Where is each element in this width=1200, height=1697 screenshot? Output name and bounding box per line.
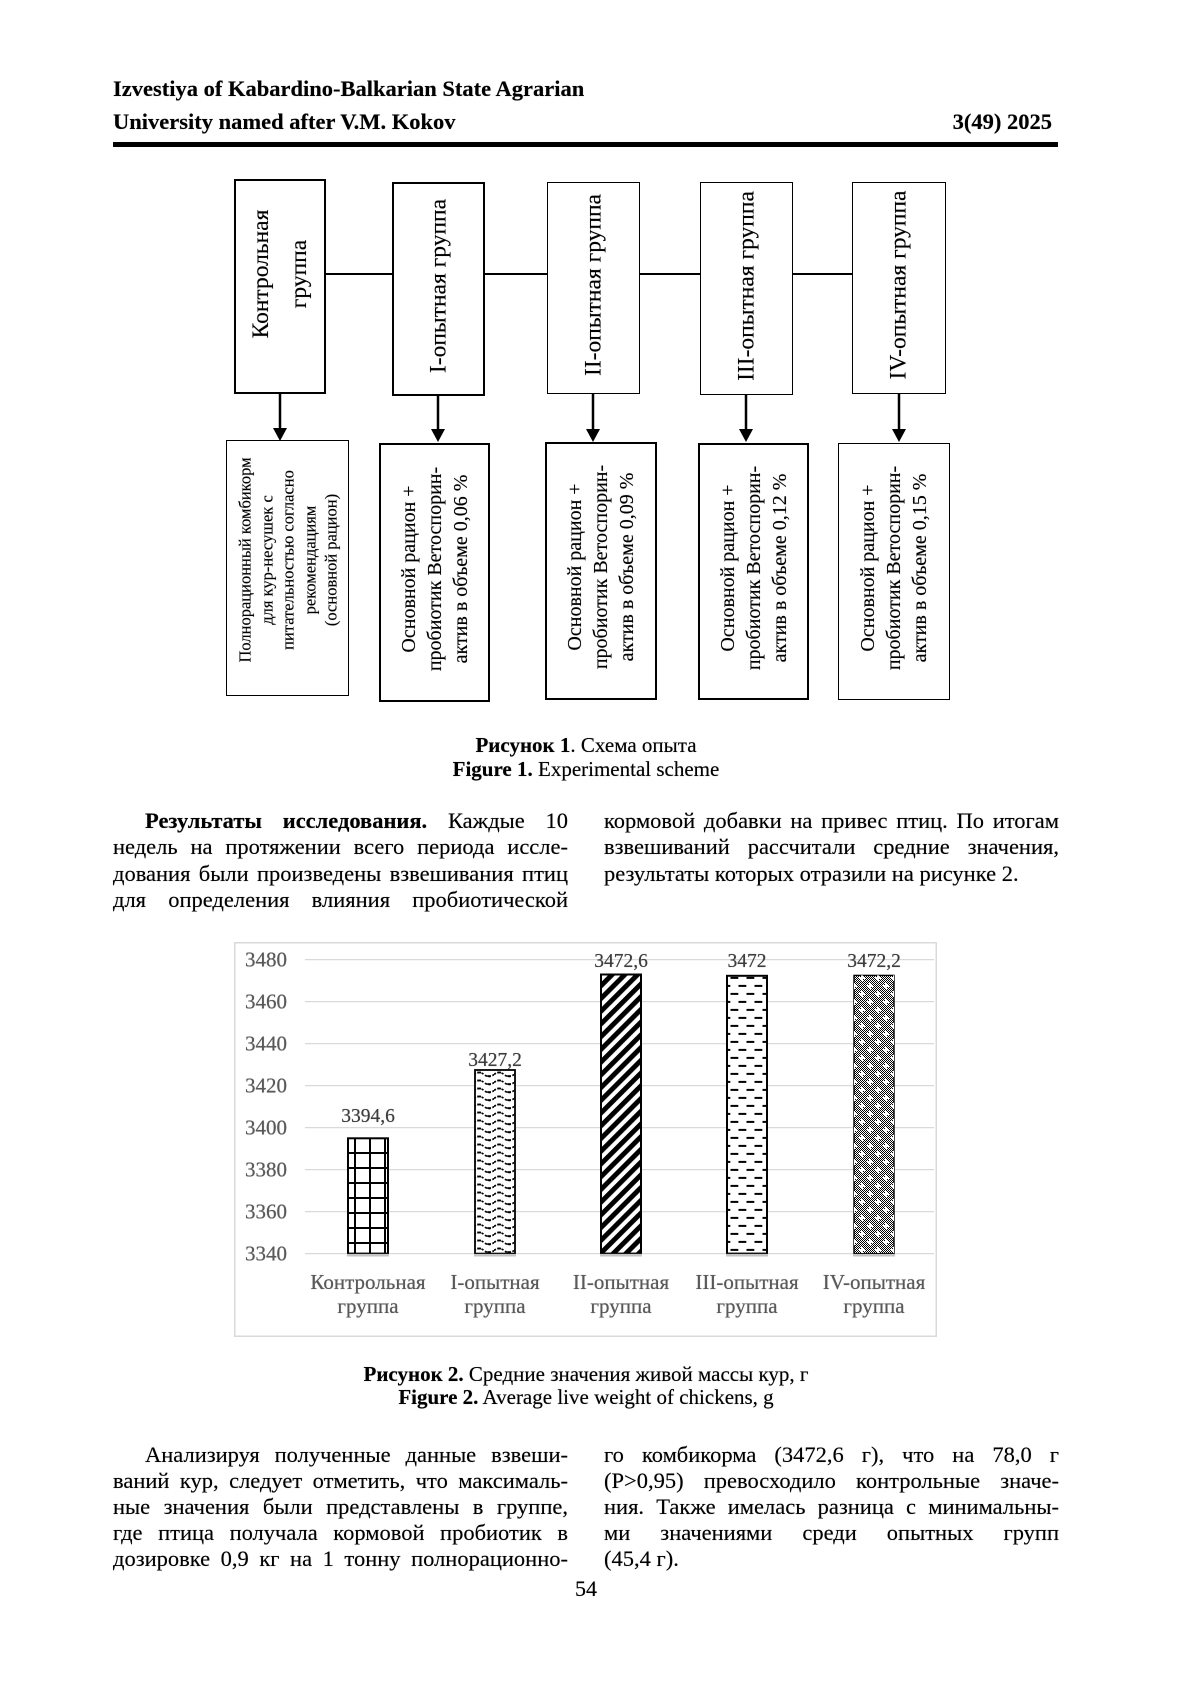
svg-text:3340: 3340 xyxy=(245,1242,287,1266)
svg-text:группа: группа xyxy=(464,1294,526,1318)
svg-text:3420: 3420 xyxy=(245,1074,287,1098)
svg-text:3460: 3460 xyxy=(245,990,287,1014)
svg-text:III-опытная: III-опытная xyxy=(695,1270,799,1294)
svg-text:3394,6: 3394,6 xyxy=(341,1106,395,1127)
svg-text:3427,2: 3427,2 xyxy=(468,1050,522,1071)
svg-text:3472,6: 3472,6 xyxy=(594,951,648,972)
svg-text:3480: 3480 xyxy=(245,948,287,972)
svg-text:II-опытная: II-опытная xyxy=(573,1270,670,1294)
svg-text:группа: группа xyxy=(843,1294,905,1318)
svg-text:3360: 3360 xyxy=(245,1200,287,1224)
svg-text:группа: группа xyxy=(337,1294,399,1318)
svg-text:группа: группа xyxy=(590,1294,652,1318)
svg-text:Контрольная: Контрольная xyxy=(310,1270,425,1294)
svg-text:3472: 3472 xyxy=(728,951,767,972)
svg-text:3472,2: 3472,2 xyxy=(847,951,901,972)
svg-text:3400: 3400 xyxy=(245,1116,287,1140)
svg-text:I-опытная: I-опытная xyxy=(450,1270,540,1294)
svg-text:IV-опытная: IV-опытная xyxy=(823,1270,926,1294)
svg-text:3380: 3380 xyxy=(245,1158,287,1182)
svg-text:3440: 3440 xyxy=(245,1032,287,1056)
svg-text:группа: группа xyxy=(716,1294,778,1318)
